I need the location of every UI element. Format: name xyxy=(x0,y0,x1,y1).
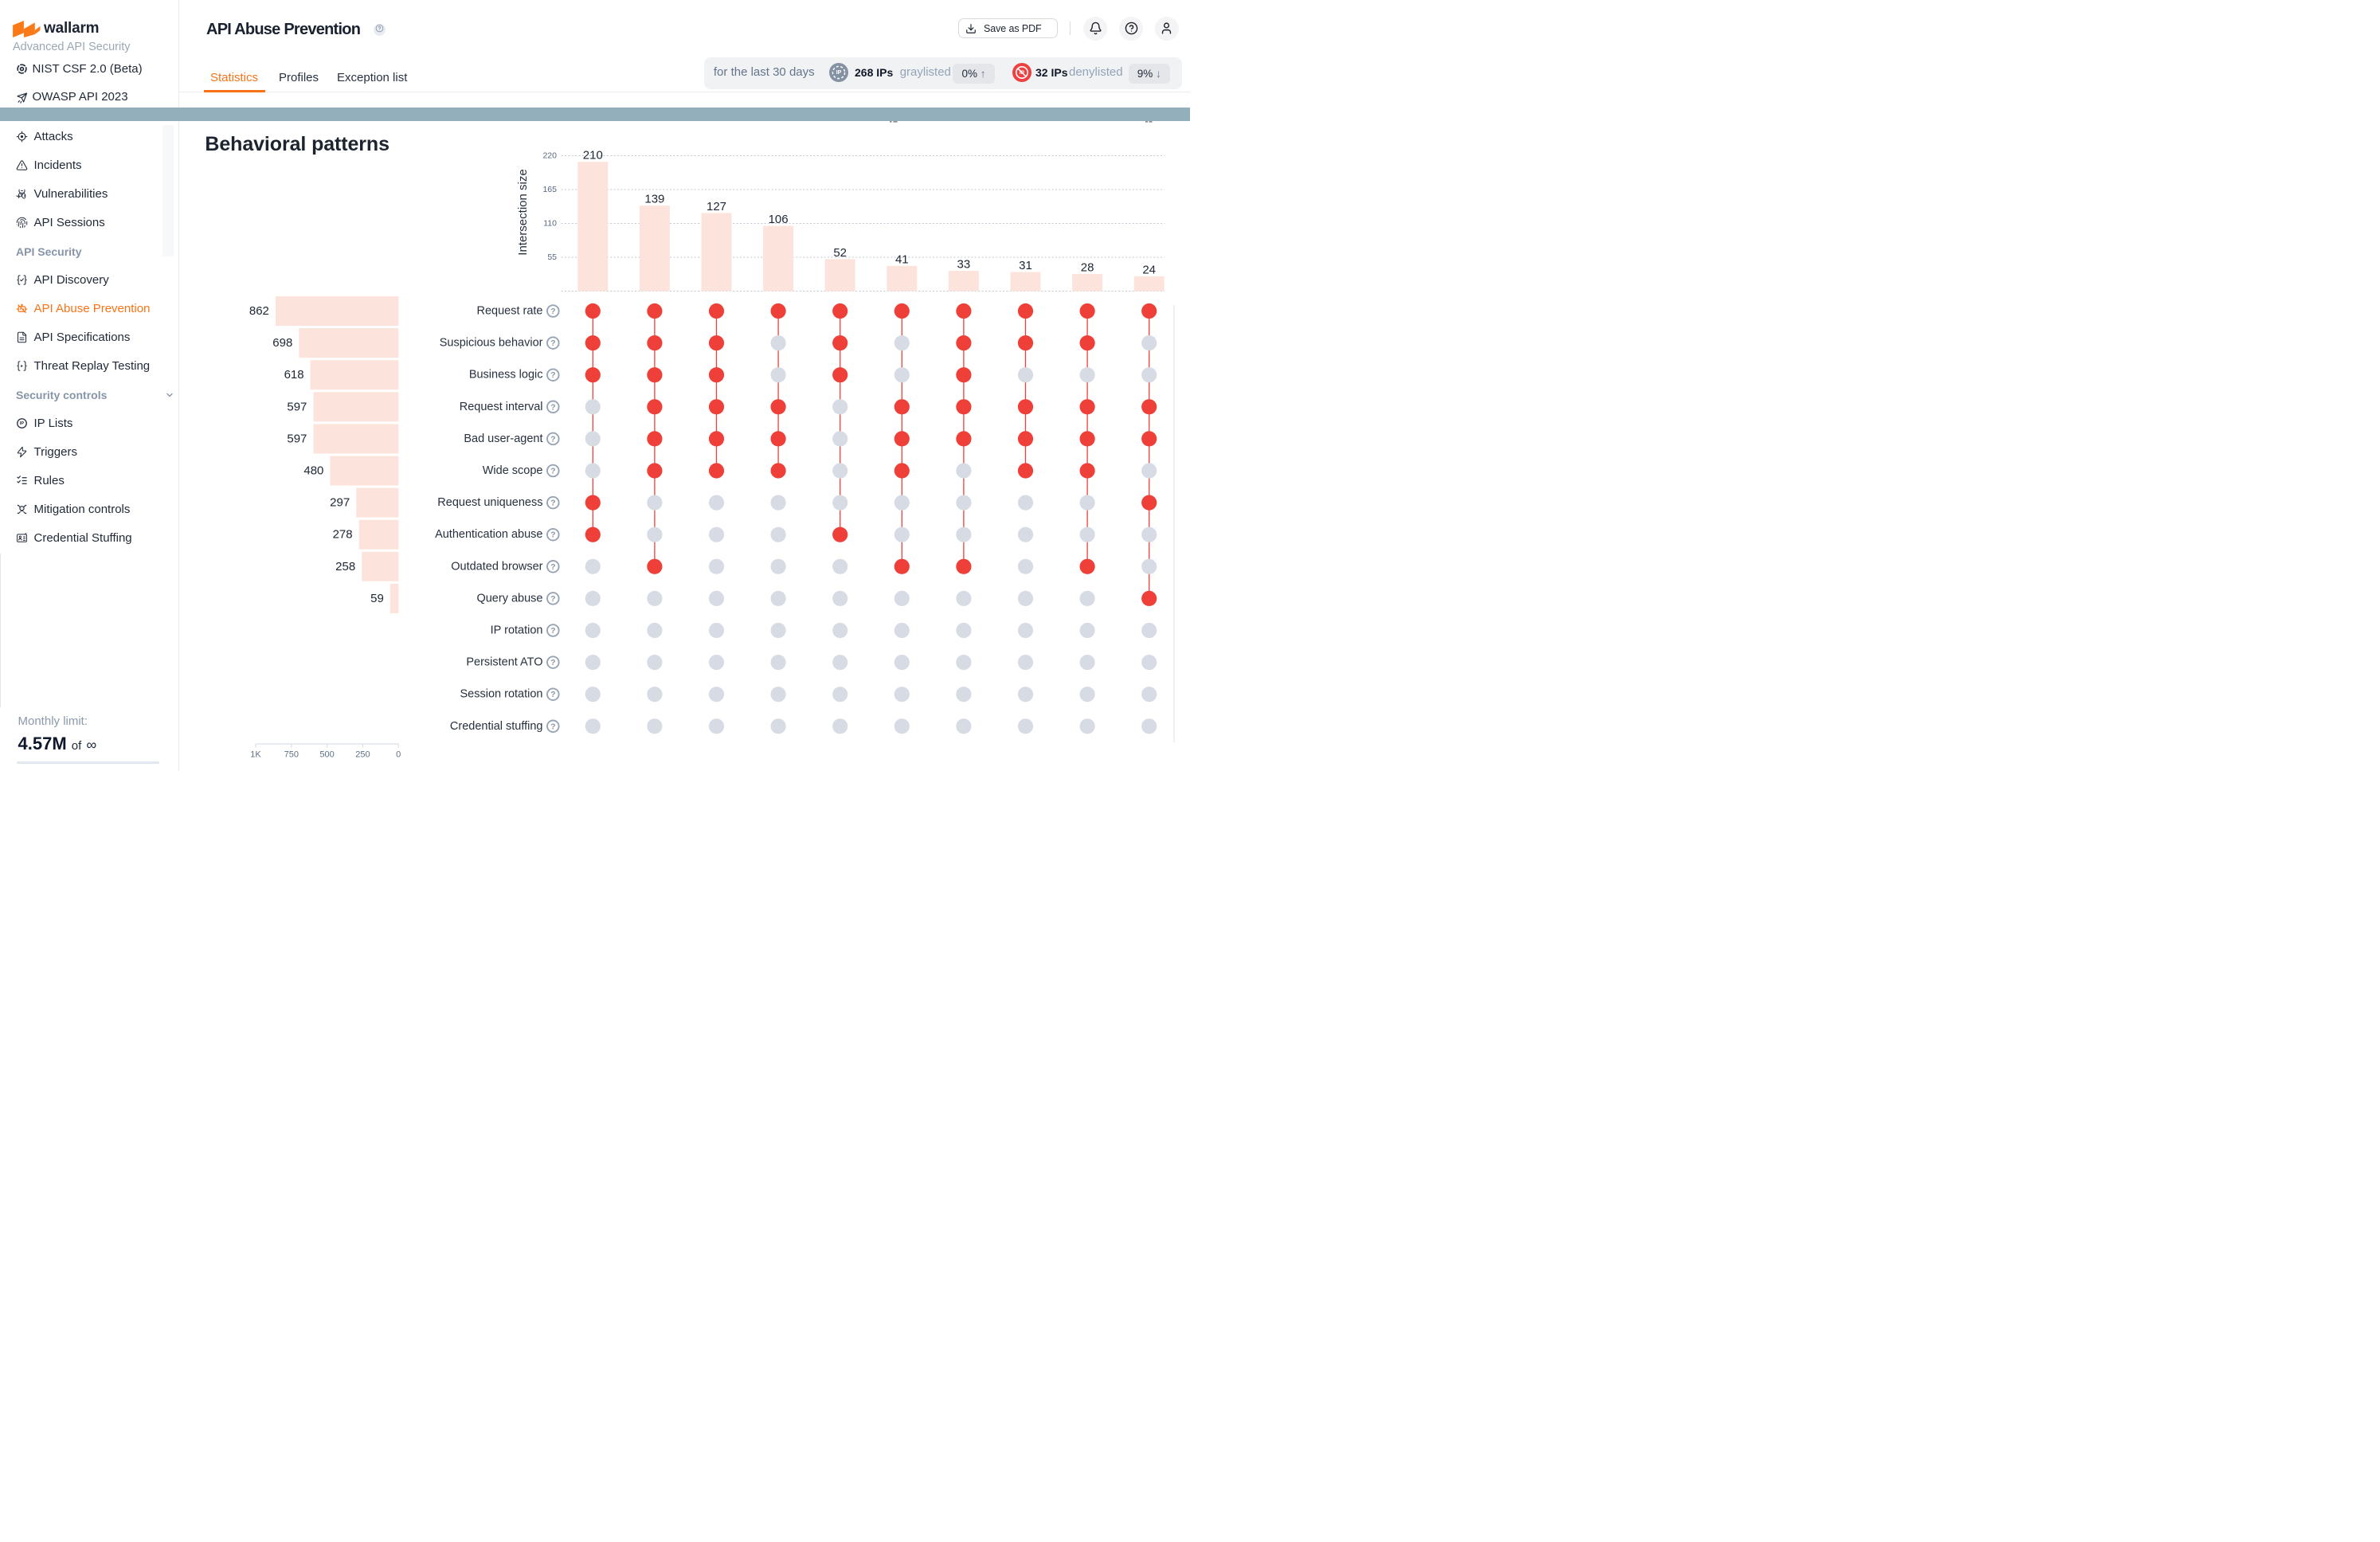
svg-text:?: ? xyxy=(550,658,555,667)
svg-text:Persistent ATO: Persistent ATO xyxy=(466,656,542,669)
svg-text:?: ? xyxy=(550,467,555,476)
svg-text:IP: IP xyxy=(836,70,842,76)
svg-text:IP rotation: IP rotation xyxy=(491,624,543,637)
svg-text:IP: IP xyxy=(1020,70,1025,76)
svg-text:28: 28 xyxy=(1081,260,1094,274)
svg-text:?: ? xyxy=(550,626,555,636)
svg-text:0: 0 xyxy=(396,750,401,760)
svg-text:?: ? xyxy=(550,402,555,412)
svg-text:Credential stuffing: Credential stuffing xyxy=(450,720,543,733)
svg-text:480: 480 xyxy=(303,464,323,478)
svg-text:?: ? xyxy=(550,434,555,444)
svg-text:55: 55 xyxy=(547,252,557,262)
svg-text:Query abuse: Query abuse xyxy=(476,592,542,605)
svg-text:33: 33 xyxy=(957,258,971,272)
svg-text:?: ? xyxy=(550,562,555,572)
svg-text:?: ? xyxy=(550,307,555,316)
svg-text:106: 106 xyxy=(769,213,789,226)
svg-text:Session rotation: Session rotation xyxy=(460,688,543,701)
svg-text:297: 297 xyxy=(330,496,350,510)
svg-text:?: ? xyxy=(550,530,555,540)
svg-text:31: 31 xyxy=(1019,259,1032,272)
svg-text:Suspicious behavior: Suspicious behavior xyxy=(440,337,543,350)
svg-text:?: ? xyxy=(550,370,555,380)
svg-text:Bad user-agent: Bad user-agent xyxy=(464,432,542,445)
svg-text:59: 59 xyxy=(370,592,384,605)
svg-text:597: 597 xyxy=(287,432,307,445)
svg-text:?: ? xyxy=(550,722,555,731)
svg-text:52: 52 xyxy=(833,246,847,260)
svg-text:139: 139 xyxy=(644,193,664,206)
svg-text:750: 750 xyxy=(284,750,299,760)
svg-text:Outdated browser: Outdated browser xyxy=(451,560,542,573)
svg-text:165: 165 xyxy=(542,185,557,194)
svg-text:?: ? xyxy=(550,690,555,699)
svg-text:?: ? xyxy=(550,499,555,508)
svg-text:Authentication abuse: Authentication abuse xyxy=(435,528,542,541)
svg-text:500: 500 xyxy=(319,750,334,760)
svg-text:618: 618 xyxy=(284,368,304,382)
svg-text:41: 41 xyxy=(895,252,909,266)
svg-text:24: 24 xyxy=(1142,264,1156,277)
svg-text:250: 250 xyxy=(355,750,370,760)
svg-text:698: 698 xyxy=(272,336,292,350)
svg-text:597: 597 xyxy=(287,400,307,413)
svg-text:127: 127 xyxy=(707,200,726,213)
svg-text:1K: 1K xyxy=(250,750,261,760)
svg-text:Wide scope: Wide scope xyxy=(483,464,543,477)
svg-text:278: 278 xyxy=(333,528,353,542)
svg-text:110: 110 xyxy=(543,219,557,229)
svg-text:Request interval: Request interval xyxy=(460,401,543,413)
svg-text:Request rate: Request rate xyxy=(476,305,542,318)
svg-text:210: 210 xyxy=(583,149,603,162)
svg-text:Business logic: Business logic xyxy=(469,369,543,382)
svg-text:220: 220 xyxy=(542,151,557,161)
svg-text:IP: IP xyxy=(19,421,24,426)
svg-text:258: 258 xyxy=(335,560,355,573)
svg-text:Request uniqueness: Request uniqueness xyxy=(437,496,542,509)
svg-text:Intersection size: Intersection size xyxy=(516,169,530,255)
svg-text:862: 862 xyxy=(249,304,269,318)
svg-text:?: ? xyxy=(550,594,555,604)
svg-text:?: ? xyxy=(550,339,555,348)
